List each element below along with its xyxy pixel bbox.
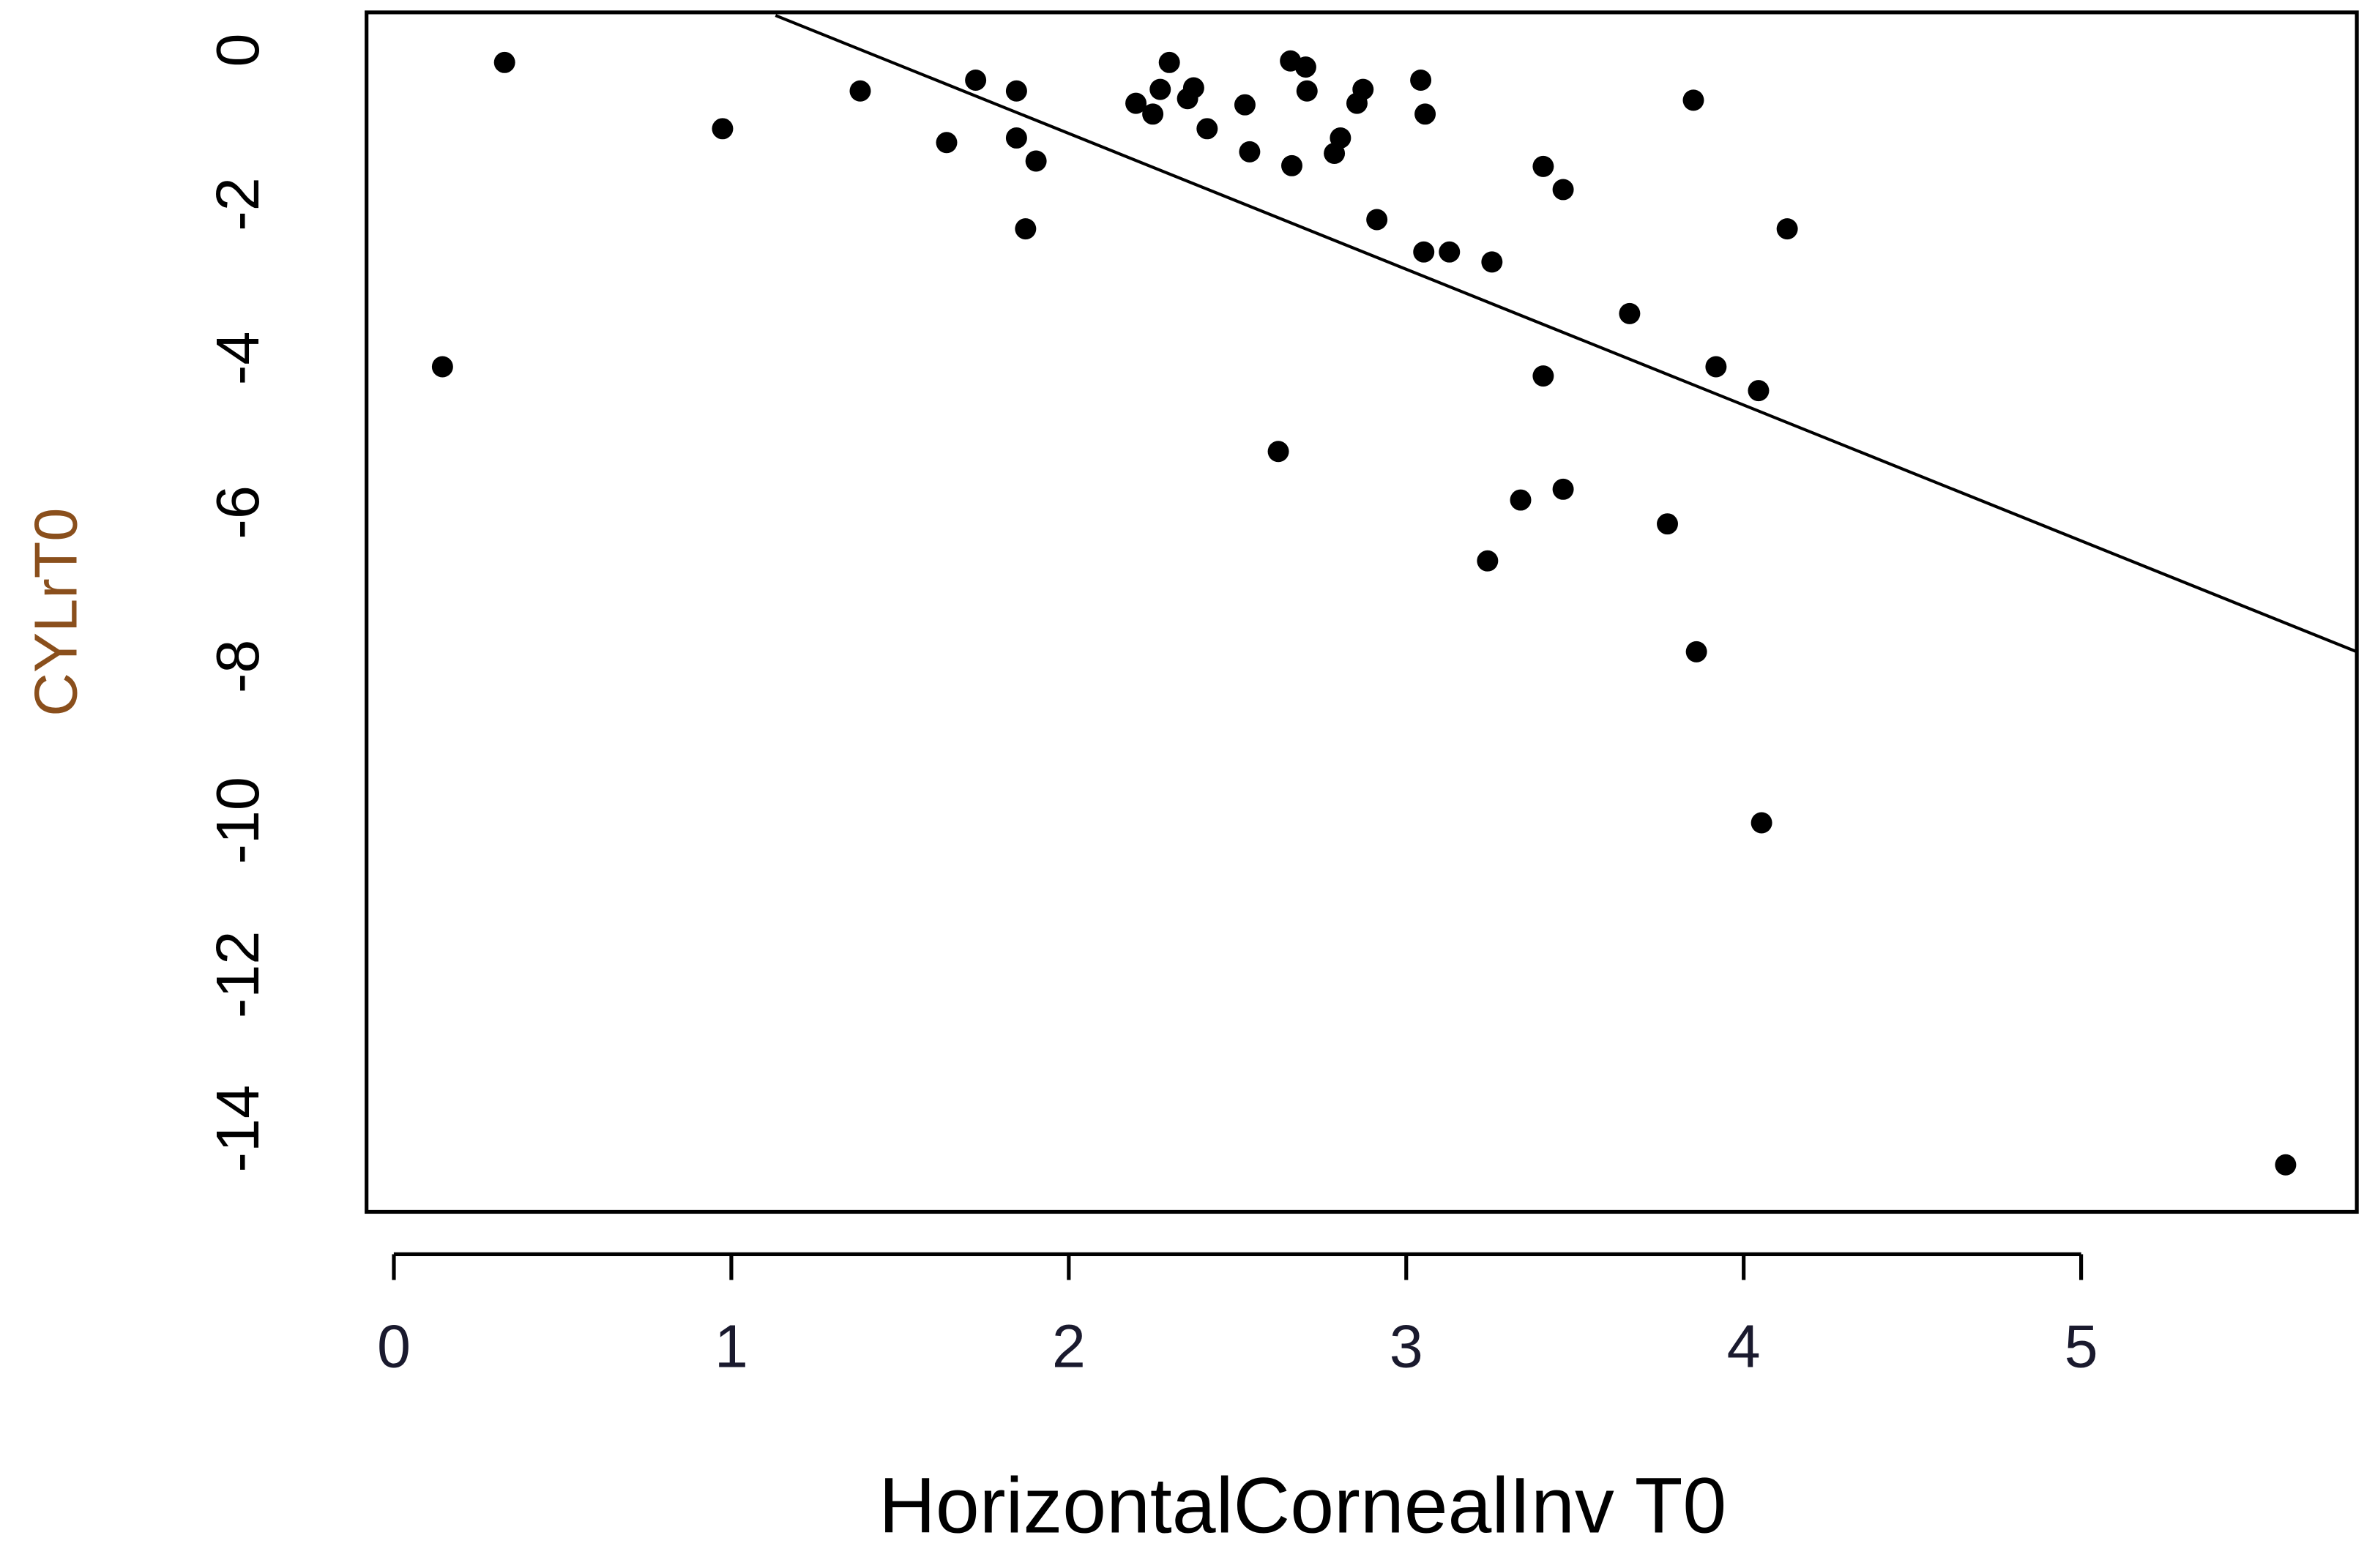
point <box>1281 154 1302 176</box>
point <box>1142 103 1164 125</box>
point <box>1481 251 1503 273</box>
point <box>1751 812 1772 834</box>
x-tick-label: 0 <box>377 1313 411 1381</box>
point <box>1776 218 1798 240</box>
point <box>1234 94 1256 116</box>
point <box>1182 77 1204 99</box>
point <box>1125 92 1147 114</box>
x-tick-label: 5 <box>2065 1313 2098 1381</box>
point <box>1352 78 1374 100</box>
point <box>1294 56 1316 78</box>
point <box>1619 302 1641 324</box>
y-tick-label: -10 <box>204 777 272 865</box>
point <box>1196 118 1218 140</box>
point <box>1005 127 1027 149</box>
y-tick-label: -12 <box>204 931 272 1019</box>
point <box>2275 1154 2297 1176</box>
point <box>1657 513 1678 535</box>
point <box>1510 489 1532 511</box>
x-tick-label: 2 <box>1052 1313 1086 1381</box>
plot-frame <box>365 10 2359 1214</box>
point <box>431 356 453 378</box>
point <box>1682 89 1704 111</box>
trend-line <box>775 14 2357 654</box>
point <box>1477 550 1499 572</box>
point <box>1158 51 1180 73</box>
y-tick-label: -8 <box>204 640 272 694</box>
point <box>1267 441 1289 463</box>
y-tick-label: -2 <box>204 177 272 231</box>
x-tick-label: 3 <box>1390 1313 1423 1381</box>
x-tick-label: 1 <box>715 1313 748 1381</box>
point <box>1366 209 1388 231</box>
point <box>1330 127 1351 149</box>
y-axis-label: CYLrT0 <box>22 508 90 717</box>
y-tick-label: -6 <box>204 485 272 540</box>
y-tick-label: -4 <box>204 332 272 386</box>
x-axis-label: HorizontalCornealInv T0 <box>879 1462 1726 1550</box>
point <box>965 70 987 91</box>
point <box>1410 70 1432 91</box>
y-tick-label: 0 <box>204 33 272 67</box>
point <box>1552 478 1574 500</box>
point <box>936 132 958 154</box>
point <box>1414 103 1436 125</box>
point <box>1748 380 1770 402</box>
point <box>1532 155 1554 177</box>
point <box>1439 241 1461 263</box>
point <box>1005 80 1027 102</box>
point <box>849 80 871 102</box>
point <box>1705 356 1727 378</box>
point <box>493 51 515 73</box>
point <box>712 118 734 140</box>
y-tick-label: -14 <box>204 1085 272 1173</box>
point <box>1685 641 1707 662</box>
point <box>1532 365 1554 387</box>
point <box>1552 179 1574 201</box>
point <box>1025 150 1047 172</box>
point <box>1296 80 1318 102</box>
point <box>1239 141 1261 163</box>
point <box>1015 218 1037 240</box>
point <box>1149 78 1171 100</box>
point <box>1413 241 1435 263</box>
x-tick-label: 4 <box>1727 1313 1761 1381</box>
